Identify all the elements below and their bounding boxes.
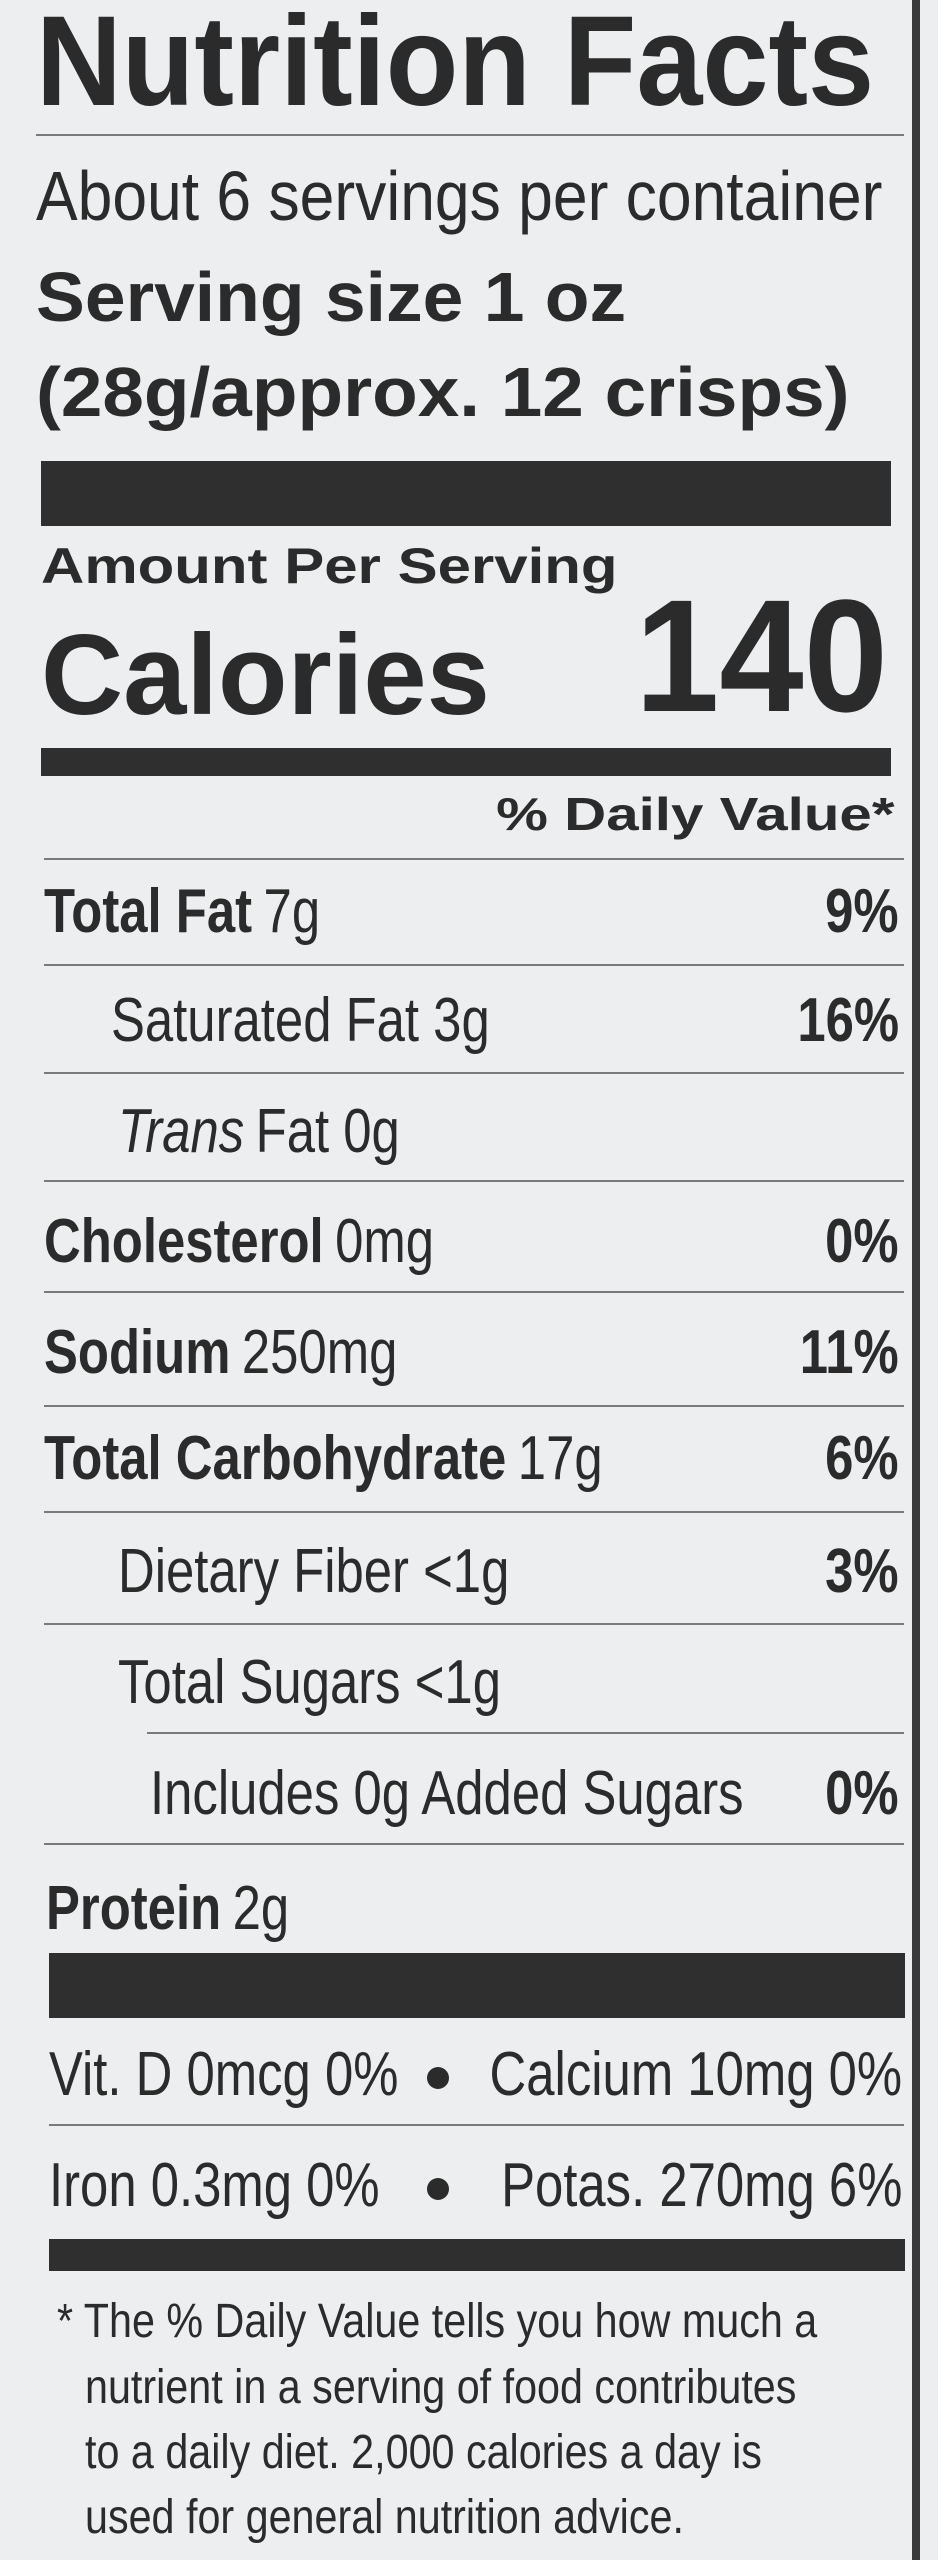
amount-per-serving: Amount Per Serving bbox=[41, 538, 618, 594]
dv: 16% bbox=[797, 986, 899, 1055]
row: Total Carbohydrate 17g bbox=[44, 1428, 603, 1490]
rule bbox=[44, 1291, 904, 1293]
row: Trans Fat 0g bbox=[118, 1101, 400, 1163]
nutrient: Dietary Fiber <1g bbox=[118, 1537, 510, 1606]
rule bbox=[147, 1732, 904, 1734]
nutrient-italic: Trans bbox=[118, 1097, 245, 1166]
rule bbox=[44, 964, 904, 966]
row: Cholesterol 0mg bbox=[44, 1211, 434, 1273]
nutrient: Saturated Fat 3g bbox=[111, 986, 490, 1055]
bullet bbox=[427, 2067, 449, 2089]
nutrient: Includes 0g Added Sugars bbox=[150, 1759, 744, 1828]
micronutrient: Iron 0.3mg 0% bbox=[49, 2151, 380, 2220]
bullet bbox=[427, 2178, 449, 2200]
edge bbox=[912, 0, 920, 2560]
serving-size: Serving size 1 oz bbox=[36, 258, 627, 336]
amount: 7g bbox=[263, 877, 321, 946]
nutrient: Total Carbohydrate bbox=[44, 1424, 507, 1493]
thick-bar bbox=[49, 1953, 905, 2018]
row: Sodium 250mg bbox=[44, 1322, 397, 1384]
dv: 3% bbox=[825, 1537, 899, 1606]
amount: 250mg bbox=[241, 1318, 398, 1387]
nutrient: Total Sugars <1g bbox=[118, 1648, 501, 1717]
nutrient: Fat 0g bbox=[255, 1097, 400, 1166]
dv: 6% bbox=[825, 1424, 899, 1493]
rule bbox=[44, 1511, 904, 1513]
amount: 2g bbox=[232, 1874, 290, 1943]
dv-header: % Daily Value* bbox=[495, 788, 894, 840]
rule bbox=[44, 1405, 904, 1407]
footnote-line: nutrient in a serving of food contribute… bbox=[85, 2361, 797, 2414]
serving-detail: (28g/approx. 12 crisps) bbox=[36, 353, 850, 431]
calories-value: 140 bbox=[635, 566, 888, 745]
footnote-line: used for general nutrition advice. bbox=[85, 2491, 684, 2544]
rule bbox=[44, 1623, 904, 1625]
row: Protein 2g bbox=[46, 1878, 289, 1940]
rule bbox=[36, 134, 904, 136]
calories-label: Calories bbox=[41, 612, 490, 739]
servings: About 6 servings per container bbox=[36, 157, 883, 235]
rule bbox=[44, 858, 904, 860]
footnote-line: * The % Daily Value tells you how much a bbox=[57, 2295, 818, 2348]
micronutrient: Vit. D 0mcg 0% bbox=[49, 2040, 399, 2109]
footnote-line: to a daily diet. 2,000 calories a day is bbox=[85, 2426, 762, 2479]
micronutrient: Potas. 270mg 6% bbox=[500, 2151, 902, 2220]
dv: 0% bbox=[825, 1759, 899, 1828]
row: Total Fat 7g bbox=[44, 881, 320, 943]
amount: 0mg bbox=[335, 1207, 435, 1276]
rule bbox=[44, 1072, 904, 1074]
rule bbox=[49, 2124, 904, 2126]
micronutrient: Calcium 10mg 0% bbox=[489, 2040, 902, 2109]
nutrient: Protein bbox=[46, 1874, 222, 1943]
title: Nutrition Facts bbox=[36, 0, 875, 133]
dv: 0% bbox=[825, 1207, 899, 1276]
rule bbox=[44, 1843, 904, 1845]
dv: 9% bbox=[825, 877, 899, 946]
rule bbox=[44, 1180, 904, 1182]
thick-bar bbox=[49, 2239, 905, 2271]
nutrient: Cholesterol bbox=[44, 1207, 324, 1276]
amount: 17g bbox=[517, 1424, 603, 1493]
nutrient: Sodium bbox=[44, 1318, 231, 1387]
nutrient: Total Fat bbox=[44, 877, 253, 946]
thick-bar bbox=[41, 461, 891, 526]
dv: 11% bbox=[800, 1318, 899, 1387]
thick-bar bbox=[41, 748, 891, 776]
